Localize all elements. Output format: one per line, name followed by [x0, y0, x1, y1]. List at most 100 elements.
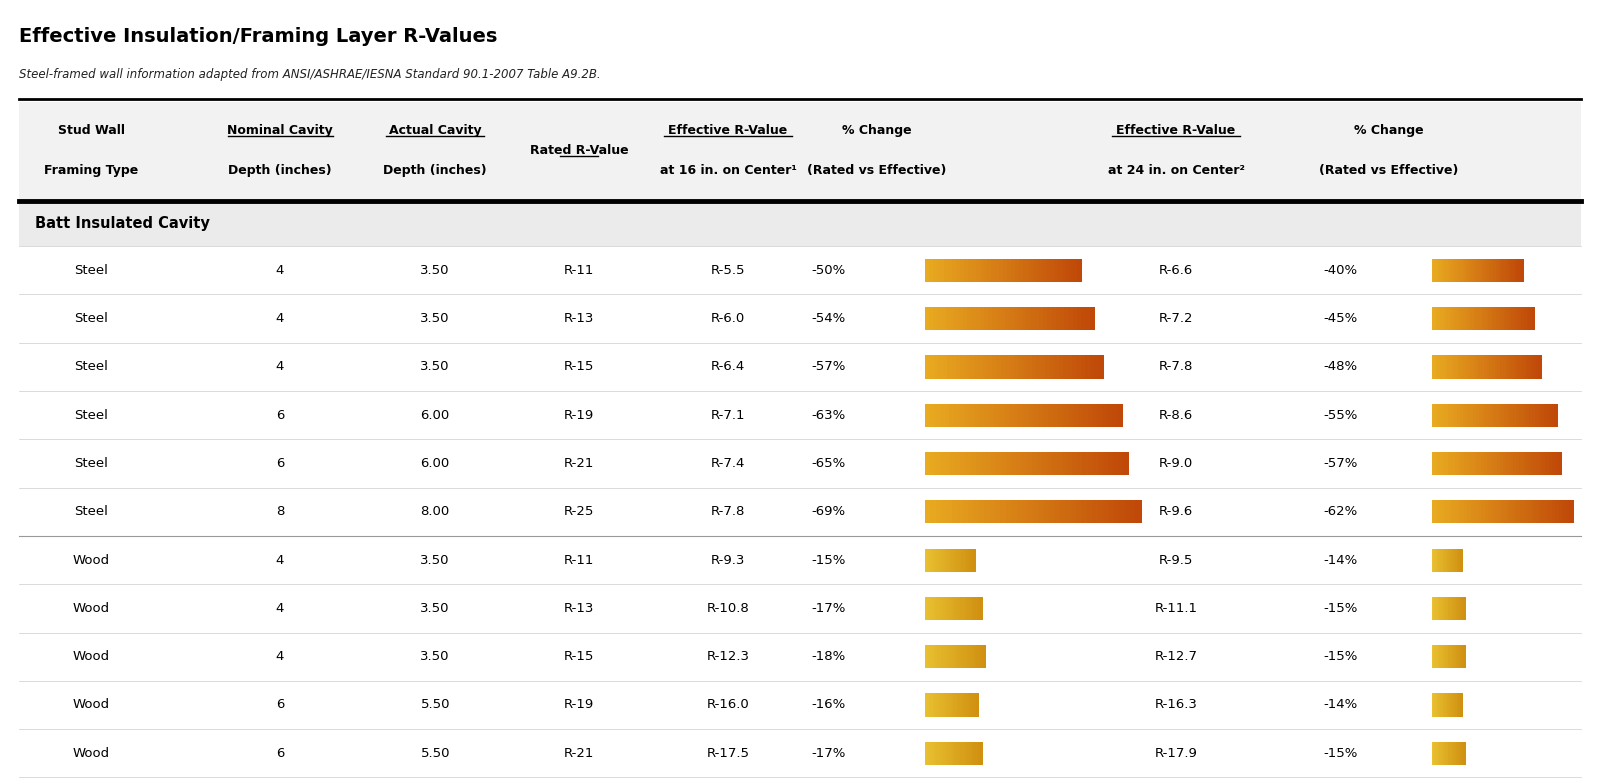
Bar [933, 259, 938, 282]
Bar [1456, 597, 1458, 620]
Bar [1451, 742, 1453, 765]
Bar [1454, 742, 1456, 765]
Bar [1050, 355, 1054, 379]
Bar [1533, 452, 1536, 475]
Text: Effective R-Value: Effective R-Value [1117, 124, 1235, 137]
Bar [928, 645, 930, 668]
Bar [1077, 355, 1082, 379]
Bar [942, 355, 947, 379]
Bar [1448, 645, 1450, 668]
Bar [970, 597, 971, 620]
Bar [1539, 452, 1542, 475]
Bar [1522, 355, 1525, 379]
Bar [1477, 259, 1480, 282]
Bar [1069, 307, 1074, 330]
Text: R-6.0: R-6.0 [710, 312, 746, 325]
Bar [954, 307, 960, 330]
Bar [955, 742, 957, 765]
Bar [976, 693, 978, 717]
Bar [1067, 404, 1074, 427]
Bar [955, 548, 957, 572]
Bar [1437, 597, 1438, 620]
Bar [1482, 404, 1486, 427]
Bar [952, 742, 954, 765]
Bar [936, 548, 938, 572]
Bar [1078, 404, 1083, 427]
Bar [1006, 259, 1011, 282]
Bar [981, 645, 982, 668]
Text: (Rated vs Effective): (Rated vs Effective) [806, 164, 947, 178]
Bar [989, 307, 994, 330]
Bar [1530, 307, 1533, 330]
Bar [1067, 452, 1074, 475]
Bar [950, 645, 954, 668]
Bar [1000, 355, 1006, 379]
Bar [1082, 500, 1088, 523]
Text: 6.00: 6.00 [421, 457, 450, 470]
Bar [928, 742, 930, 765]
Bar [992, 307, 997, 330]
Bar [1480, 259, 1483, 282]
Bar [1472, 404, 1477, 427]
Text: Batt Insulated Cavity: Batt Insulated Cavity [35, 217, 210, 231]
Bar [934, 548, 938, 572]
Bar [1438, 500, 1443, 523]
Bar [957, 645, 958, 668]
Bar [1470, 259, 1474, 282]
Bar [1462, 355, 1466, 379]
Bar [1478, 404, 1483, 427]
Text: R-16.0: R-16.0 [707, 699, 749, 711]
Bar [1003, 404, 1010, 427]
Bar [1469, 404, 1474, 427]
Bar [1088, 452, 1093, 475]
Bar [1445, 645, 1446, 668]
Bar [950, 548, 952, 572]
Text: Framing Type: Framing Type [45, 164, 138, 178]
Bar [930, 693, 933, 717]
Text: 4: 4 [275, 312, 285, 325]
Bar [1461, 597, 1462, 620]
Bar [1438, 597, 1440, 620]
Bar [1454, 259, 1458, 282]
Bar [930, 645, 931, 668]
Bar [1077, 259, 1082, 282]
Bar [987, 355, 992, 379]
Bar [1570, 500, 1574, 523]
Bar [944, 597, 946, 620]
Bar [965, 742, 966, 765]
Bar [1045, 355, 1051, 379]
Bar [1458, 742, 1459, 765]
Bar [1437, 645, 1438, 668]
Bar [1445, 645, 1446, 668]
Bar [1462, 597, 1464, 620]
Bar [970, 742, 971, 765]
Bar [1022, 355, 1029, 379]
Bar [1123, 452, 1130, 475]
Bar [939, 645, 942, 668]
Text: Steel: Steel [74, 361, 109, 373]
Bar [1459, 742, 1461, 765]
Bar [1475, 259, 1478, 282]
Bar [1509, 355, 1512, 379]
Bar [958, 597, 960, 620]
Bar [989, 404, 995, 427]
Bar [1517, 259, 1518, 282]
Bar [939, 404, 946, 427]
Text: 4: 4 [275, 650, 285, 663]
Bar [1470, 307, 1474, 330]
Bar [1442, 742, 1443, 765]
Bar [957, 355, 962, 379]
Bar [938, 645, 939, 668]
Bar [1496, 500, 1499, 523]
Bar [1442, 645, 1443, 668]
Bar [1432, 742, 1434, 765]
Bar [995, 500, 1002, 523]
Bar [1114, 500, 1120, 523]
Bar [933, 597, 936, 620]
Text: R-11.1: R-11.1 [1155, 602, 1197, 615]
Bar [1517, 404, 1520, 427]
Bar [1499, 452, 1504, 475]
Bar [1438, 645, 1440, 668]
Bar [1453, 742, 1454, 765]
Bar [941, 597, 942, 620]
